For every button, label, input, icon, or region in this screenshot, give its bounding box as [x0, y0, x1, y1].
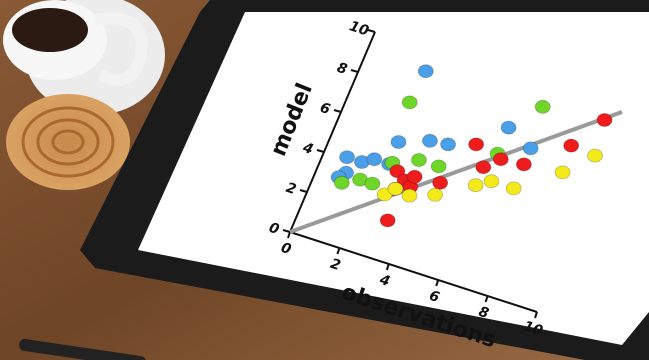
point	[401, 95, 418, 110]
x-tick	[484, 295, 489, 303]
point	[411, 153, 427, 167]
y-tick-label: 4	[300, 140, 315, 159]
y-tick	[316, 149, 325, 153]
point	[390, 135, 407, 149]
point	[467, 178, 484, 193]
coffee	[12, 8, 88, 52]
x-tick	[336, 247, 341, 255]
point	[366, 152, 383, 167]
x-axis	[289, 231, 538, 313]
x-tick	[534, 311, 538, 319]
point	[440, 137, 456, 152]
x-tick-label: 10	[521, 318, 545, 339]
point	[422, 133, 438, 148]
point	[430, 159, 447, 174]
y-tick-label: 2	[284, 180, 298, 198]
point	[563, 138, 580, 153]
cup-handle	[93, 12, 148, 86]
point	[364, 176, 381, 191]
point	[401, 188, 418, 203]
cookie-swirl	[21, 106, 115, 178]
point	[483, 174, 500, 189]
point	[522, 141, 539, 156]
y-axis	[289, 31, 376, 233]
point	[379, 213, 396, 228]
y-tick	[333, 109, 342, 113]
point	[492, 152, 509, 167]
point	[534, 99, 551, 114]
point	[389, 164, 406, 179]
point	[596, 113, 613, 127]
x-tick	[385, 263, 390, 271]
point	[427, 187, 443, 202]
point	[554, 165, 571, 180]
reference-line	[289, 110, 623, 234]
x-tick-label: 4	[377, 272, 392, 291]
y-tick	[282, 229, 291, 233]
stylus	[19, 339, 146, 360]
point	[500, 120, 517, 135]
y-tick	[350, 69, 359, 73]
y-tick	[299, 189, 308, 193]
tablet-screen	[138, 12, 649, 345]
point	[505, 181, 522, 196]
point	[417, 64, 434, 79]
x-tick	[435, 279, 440, 287]
point	[387, 181, 404, 196]
point	[475, 160, 492, 175]
point	[468, 137, 485, 152]
y-tick-label: 10	[347, 18, 371, 39]
point	[339, 150, 355, 165]
point	[587, 148, 603, 163]
y-tick	[367, 29, 376, 33]
x-tick-label: 2	[328, 256, 342, 274]
x-tick	[287, 231, 291, 239]
point	[515, 157, 532, 172]
point	[333, 175, 350, 190]
point	[406, 169, 423, 184]
point	[432, 175, 449, 190]
